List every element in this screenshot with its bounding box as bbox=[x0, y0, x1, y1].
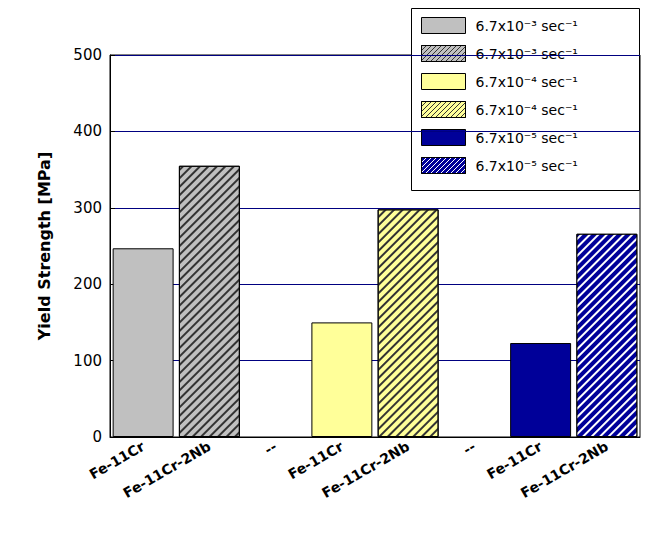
svg-text:Fe-11Cr-2Nb: Fe-11Cr-2Nb bbox=[120, 438, 213, 501]
svg-text:Fe-11Cr-2Nb: Fe-11Cr-2Nb bbox=[518, 438, 611, 501]
svg-text:Fe-11Cr: Fe-11Cr bbox=[484, 438, 545, 482]
svg-text:6.7x10⁻³ sec⁻¹: 6.7x10⁻³ sec⁻¹ bbox=[476, 46, 578, 62]
svg-text:--: -- bbox=[262, 438, 280, 458]
svg-text:6.7x10⁻⁵ sec⁻¹: 6.7x10⁻⁵ sec⁻¹ bbox=[476, 158, 578, 174]
svg-text:300: 300 bbox=[73, 199, 102, 217]
svg-text:6.7x10⁻⁴ sec⁻¹: 6.7x10⁻⁴ sec⁻¹ bbox=[476, 102, 578, 118]
svg-text:6.7x10⁻³ sec⁻¹: 6.7x10⁻³ sec⁻¹ bbox=[476, 18, 578, 34]
svg-text:Yield Strength [MPa]: Yield Strength [MPa] bbox=[35, 152, 54, 341]
svg-text:500: 500 bbox=[73, 46, 102, 64]
svg-text:Fe-11Cr: Fe-11Cr bbox=[86, 438, 147, 482]
svg-text:--: -- bbox=[460, 438, 478, 458]
svg-text:100: 100 bbox=[73, 352, 102, 370]
svg-text:Fe-11Cr-2Nb: Fe-11Cr-2Nb bbox=[319, 438, 412, 501]
svg-text:6.7x10⁻⁵ sec⁻¹: 6.7x10⁻⁵ sec⁻¹ bbox=[475, 129, 578, 146]
svg-text:0: 0 bbox=[92, 428, 102, 446]
svg-text:6.7x10⁻⁴ sec⁻¹: 6.7x10⁻⁴ sec⁻¹ bbox=[476, 74, 578, 90]
svg-text:200: 200 bbox=[73, 275, 102, 293]
svg-text:400: 400 bbox=[73, 122, 102, 140]
svg-text:Fe-11Cr: Fe-11Cr bbox=[285, 438, 346, 482]
